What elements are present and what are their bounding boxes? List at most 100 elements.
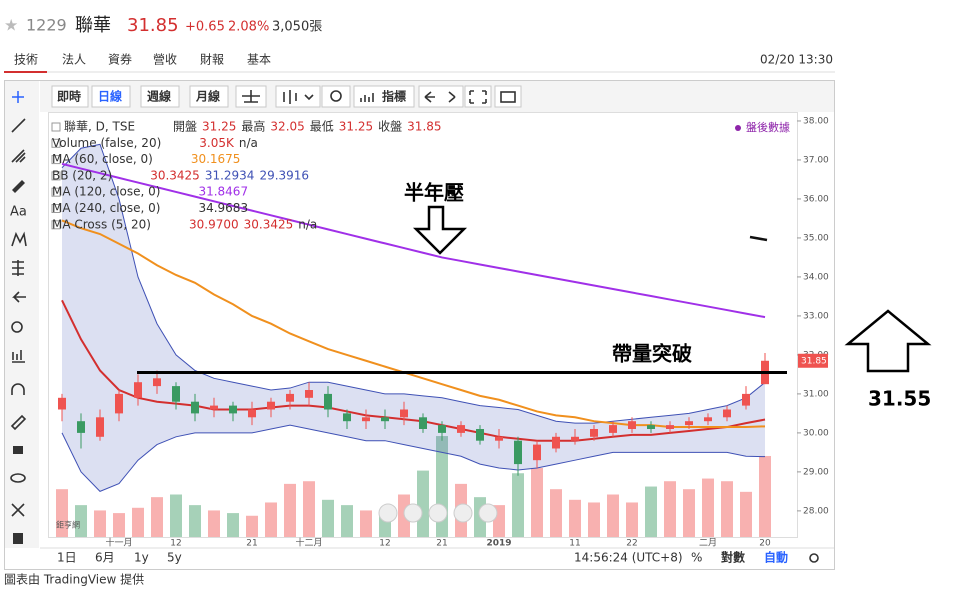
legend-value: 29.3916 [259, 168, 309, 182]
x-tick-label: 十二月 [295, 537, 322, 549]
x-tick-label: 21 [246, 539, 257, 549]
volume-bar [531, 467, 543, 537]
range-button[interactable]: 5y [167, 551, 182, 565]
volume-bar [702, 478, 714, 537]
volume-bar [512, 473, 524, 537]
magnet-tool[interactable] [11, 383, 25, 395]
toolbar-button[interactable] [464, 85, 492, 108]
indicator-line [61, 162, 766, 319]
y-tick-label: 35.00 [803, 233, 829, 243]
settings-icon[interactable] [809, 553, 819, 563]
band-line [61, 424, 766, 492]
candle-body [476, 428, 484, 441]
volume-bar [303, 481, 315, 537]
toolbar-button[interactable] [51, 85, 89, 108]
nav-button[interactable] [478, 503, 498, 523]
tab[interactable]: 營收 [153, 53, 177, 67]
legend-value: 30.1675 [191, 152, 241, 166]
tab[interactable]: 法人 [62, 53, 86, 67]
legend-value: 3.05K [199, 136, 235, 150]
nav-button[interactable] [403, 503, 423, 523]
legend-value: 31.25 [202, 120, 236, 134]
legend-name: MA (240, close, 0) [52, 201, 160, 215]
indicator-line [61, 219, 766, 429]
candle-type-icon [283, 90, 314, 104]
tab[interactable]: 技術 [14, 53, 38, 67]
toolbar-button[interactable] [91, 85, 131, 108]
toolbar-button[interactable] [189, 85, 229, 108]
last-price-label: 31.85 [801, 356, 827, 366]
toolbar-button[interactable] [140, 85, 180, 108]
fib-tool[interactable] [12, 260, 24, 276]
x-tick-label: 22 [626, 539, 637, 549]
lock-tool[interactable] [13, 446, 23, 454]
candle-body [305, 390, 313, 398]
badge-dot [735, 125, 741, 131]
star-icon[interactable]: ★ [4, 16, 18, 35]
candle-body [419, 417, 427, 429]
arrow-tool[interactable] [12, 291, 26, 303]
hide-tool[interactable] [10, 473, 26, 483]
plot-border [48, 112, 798, 538]
toolbar-button[interactable] [494, 85, 522, 108]
measure-tool[interactable] [12, 350, 25, 363]
candle-body [324, 393, 332, 410]
trendline-tool[interactable] [11, 118, 26, 133]
footer: 圖表由 TradingView 提供 [4, 572, 144, 587]
candle-body [723, 409, 731, 418]
indicator-icon [360, 93, 374, 102]
auto-toggle[interactable]: 自動 [764, 550, 788, 565]
volume-bar [322, 499, 334, 537]
legend-value: 最低 [310, 120, 334, 134]
watermark: 鉅亨網 [56, 520, 80, 530]
x-tick-label: 十一月 [105, 537, 132, 549]
percent-toggle[interactable]: % [691, 551, 702, 565]
legend-value: n/a [298, 217, 317, 231]
nav-button[interactable] [453, 503, 473, 523]
tab[interactable]: 財報 [200, 52, 224, 67]
nav-button[interactable] [378, 503, 398, 523]
legend-toggle [51, 220, 61, 230]
lock-draw-tool[interactable] [10, 414, 27, 431]
trash-tool[interactable] [13, 533, 23, 544]
y-tick-label: 33.00 [803, 311, 829, 321]
legend-value: 31.8467 [198, 185, 248, 199]
toolbar-label: 月線 [195, 89, 220, 104]
brush-tool[interactable] [12, 180, 25, 193]
zoom-tool[interactable] [11, 321, 23, 333]
volume-bar [569, 499, 581, 537]
settings-icon [330, 90, 342, 102]
stock-change: +0.65 [185, 20, 225, 35]
crosshair-tool[interactable] [12, 91, 24, 103]
volume-bar [740, 491, 752, 537]
volume-bar [94, 510, 106, 537]
up-arrow [844, 309, 932, 373]
tab[interactable]: 基本 [247, 53, 271, 67]
range-button[interactable]: 6月 [95, 551, 115, 565]
y-tick-label: 37.00 [803, 155, 829, 165]
volume-bar [588, 502, 600, 537]
down-arrow [412, 205, 468, 255]
candle-body [362, 417, 370, 422]
pattern-tool[interactable] [11, 231, 27, 247]
candle-body [590, 428, 598, 437]
tab[interactable]: 資券 [108, 52, 132, 67]
toolbar-button[interactable] [275, 85, 321, 108]
text-tool[interactable]: Aa [10, 205, 27, 220]
range-button[interactable]: 1y [134, 551, 149, 565]
log-toggle[interactable]: 對數 [721, 550, 745, 565]
candle-body [647, 425, 655, 429]
candle-body [457, 425, 465, 433]
volume-bar [550, 489, 562, 537]
pitchfork-tool[interactable] [11, 149, 26, 163]
range-button[interactable]: 1日 [57, 551, 77, 565]
candle-body [552, 436, 560, 449]
remove-tools[interactable] [11, 503, 25, 517]
toolbar-label: 即時 [57, 89, 81, 104]
candle-body [628, 421, 636, 429]
band-fill [62, 144, 765, 492]
volume-bar [246, 515, 258, 537]
nav-button[interactable] [428, 503, 448, 523]
toolbar-button[interactable] [321, 85, 351, 108]
candle-body [286, 393, 294, 402]
